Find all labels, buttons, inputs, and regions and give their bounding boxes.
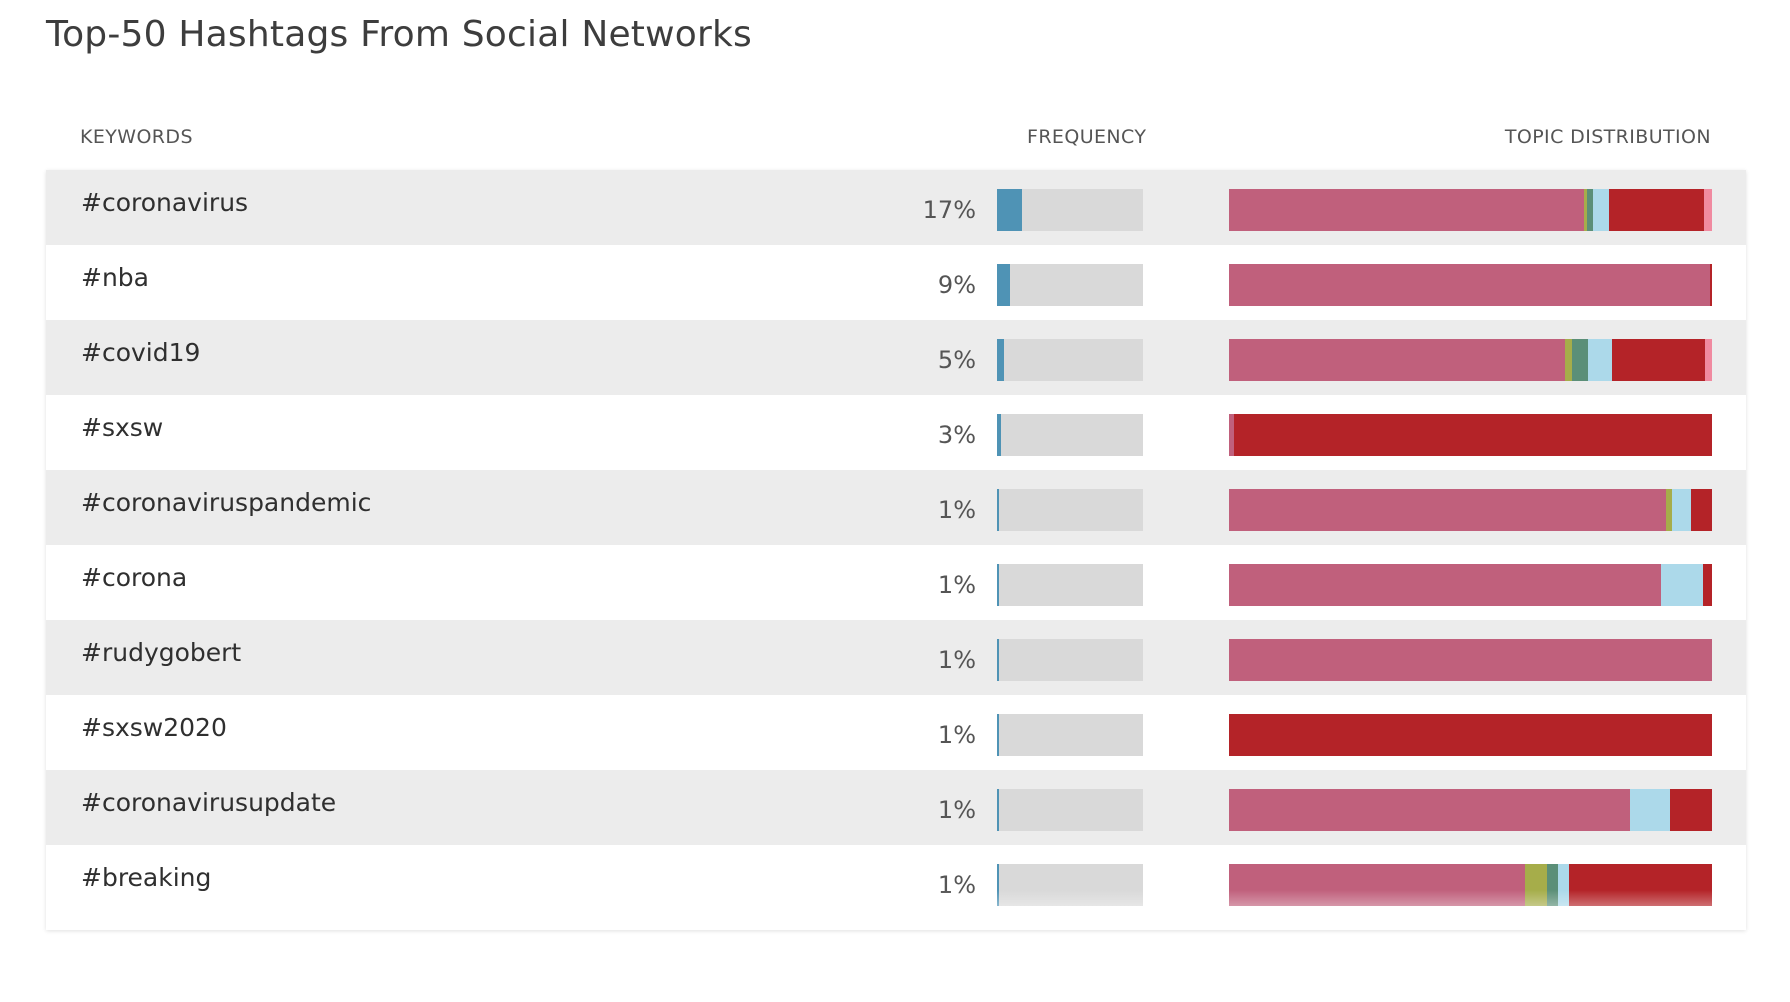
topic-segment bbox=[1670, 789, 1712, 831]
frequency-bar-track bbox=[997, 564, 1143, 606]
keyword-label: #coronaviruspandemic bbox=[81, 488, 372, 517]
topic-segment bbox=[1704, 189, 1712, 231]
keyword-label: #breaking bbox=[81, 863, 212, 892]
frequency-bar-track bbox=[997, 789, 1143, 831]
topic-segment bbox=[1586, 189, 1593, 231]
keyword-label: #sxsw bbox=[81, 413, 164, 442]
frequency-label: 1% bbox=[937, 721, 976, 749]
table-row[interactable]: #nba 9% bbox=[46, 245, 1746, 320]
topic-segment bbox=[1587, 339, 1612, 381]
table-row[interactable]: #corona 1% bbox=[46, 545, 1746, 620]
topic-segment bbox=[1229, 414, 1234, 456]
topic-segment bbox=[1702, 564, 1712, 606]
topic-segment bbox=[1710, 264, 1712, 306]
frequency-label: 1% bbox=[937, 496, 976, 524]
topic-distribution-bar bbox=[1229, 864, 1712, 906]
topic-segment bbox=[1229, 564, 1661, 606]
keyword-label: #covid19 bbox=[81, 338, 201, 367]
frequency-column-header: FREQUENCY bbox=[1027, 126, 1147, 148]
topic-segment bbox=[1691, 489, 1712, 531]
keywords-column-header: KEYWORDS bbox=[80, 126, 193, 148]
frequency-label: 1% bbox=[937, 646, 976, 674]
frequency-bar-track bbox=[997, 189, 1143, 231]
topic-distribution-bar bbox=[1229, 789, 1712, 831]
table-row[interactable]: #coronaviruspandemic 1% bbox=[46, 470, 1746, 545]
keyword-label: #coronavirus bbox=[81, 188, 249, 217]
topic-segment bbox=[1672, 489, 1692, 531]
topic-segment bbox=[1229, 264, 1711, 306]
topic-segment bbox=[1229, 864, 1526, 906]
frequency-label: 9% bbox=[937, 271, 976, 299]
topic-distribution-bar bbox=[1229, 189, 1712, 231]
frequency-bar bbox=[997, 489, 999, 531]
frequency-label: 1% bbox=[937, 871, 976, 899]
topic-segment bbox=[1660, 564, 1703, 606]
frequency-bar-track bbox=[997, 864, 1143, 906]
topic-distribution-bar bbox=[1229, 564, 1712, 606]
hashtag-table: #coronavirus 17% #nba 9% #covid19 5% #sxsw 3% #c… bbox=[46, 170, 1746, 930]
topic-segment bbox=[1704, 339, 1712, 381]
keyword-label: #sxsw2020 bbox=[81, 713, 227, 742]
topic-segment bbox=[1229, 639, 1712, 681]
topic-segment bbox=[1564, 339, 1572, 381]
frequency-bar-track bbox=[997, 639, 1143, 681]
keyword-label: #nba bbox=[81, 263, 149, 292]
table-row[interactable]: #breaking 1% bbox=[46, 845, 1746, 920]
frequency-bar-track bbox=[997, 339, 1143, 381]
topic-segment bbox=[1665, 489, 1673, 531]
frequency-label: 5% bbox=[937, 346, 976, 374]
topic-segment bbox=[1233, 414, 1712, 456]
frequency-bar bbox=[997, 414, 1002, 456]
topic-distribution-bar bbox=[1229, 489, 1712, 531]
chart-title: Top-50 Hashtags From Social Networks bbox=[46, 14, 753, 55]
topic-segment bbox=[1584, 189, 1587, 231]
topic-segment bbox=[1229, 189, 1584, 231]
topic-segment bbox=[1630, 789, 1671, 831]
table-row[interactable]: #rudygobert 1% bbox=[46, 620, 1746, 695]
topic-segment bbox=[1608, 189, 1705, 231]
frequency-bar-track bbox=[997, 489, 1143, 531]
topic-distribution-bar bbox=[1229, 339, 1712, 381]
frequency-bar-track bbox=[997, 264, 1143, 306]
frequency-bar bbox=[997, 189, 1022, 231]
table-row[interactable]: #covid19 5% bbox=[46, 320, 1746, 395]
frequency-bar bbox=[997, 639, 999, 681]
topic-segment bbox=[1592, 189, 1609, 231]
topic-distribution-bar bbox=[1229, 264, 1712, 306]
table-row[interactable]: #coronavirus 17% bbox=[46, 170, 1746, 245]
table-row[interactable]: #sxsw 3% bbox=[46, 395, 1746, 470]
topic-segment bbox=[1569, 864, 1712, 906]
frequency-bar bbox=[997, 564, 999, 606]
topic-segment bbox=[1611, 339, 1705, 381]
topic-segment bbox=[1525, 864, 1548, 906]
topic-distribution-column-header: TOPIC DISTRIBUTION bbox=[1504, 126, 1711, 148]
keyword-label: #coronavirusupdate bbox=[81, 788, 337, 817]
topic-segment bbox=[1547, 864, 1559, 906]
topic-segment bbox=[1558, 864, 1570, 906]
frequency-label: 1% bbox=[937, 571, 976, 599]
topic-distribution-bar bbox=[1229, 639, 1712, 681]
frequency-bar bbox=[997, 864, 999, 906]
frequency-label: 3% bbox=[937, 421, 976, 449]
topic-segment bbox=[1229, 714, 1712, 756]
frequency-bar-track bbox=[997, 414, 1143, 456]
keyword-label: #rudygobert bbox=[81, 638, 242, 667]
topic-distribution-bar bbox=[1229, 714, 1712, 756]
topic-distribution-bar bbox=[1229, 414, 1712, 456]
keyword-label: #corona bbox=[81, 563, 188, 592]
table-row[interactable]: #coronavirusupdate 1% bbox=[46, 770, 1746, 845]
frequency-bar bbox=[997, 789, 999, 831]
frequency-bar bbox=[997, 714, 999, 756]
frequency-label: 1% bbox=[937, 796, 976, 824]
frequency-bar bbox=[997, 264, 1011, 306]
topic-segment bbox=[1229, 489, 1666, 531]
table-row[interactable]: #sxsw2020 1% bbox=[46, 695, 1746, 770]
frequency-label: 17% bbox=[922, 196, 976, 224]
topic-segment bbox=[1571, 339, 1588, 381]
topic-segment bbox=[1229, 339, 1565, 381]
frequency-bar bbox=[997, 339, 1005, 381]
frequency-bar-track bbox=[997, 714, 1143, 756]
topic-segment bbox=[1229, 789, 1631, 831]
